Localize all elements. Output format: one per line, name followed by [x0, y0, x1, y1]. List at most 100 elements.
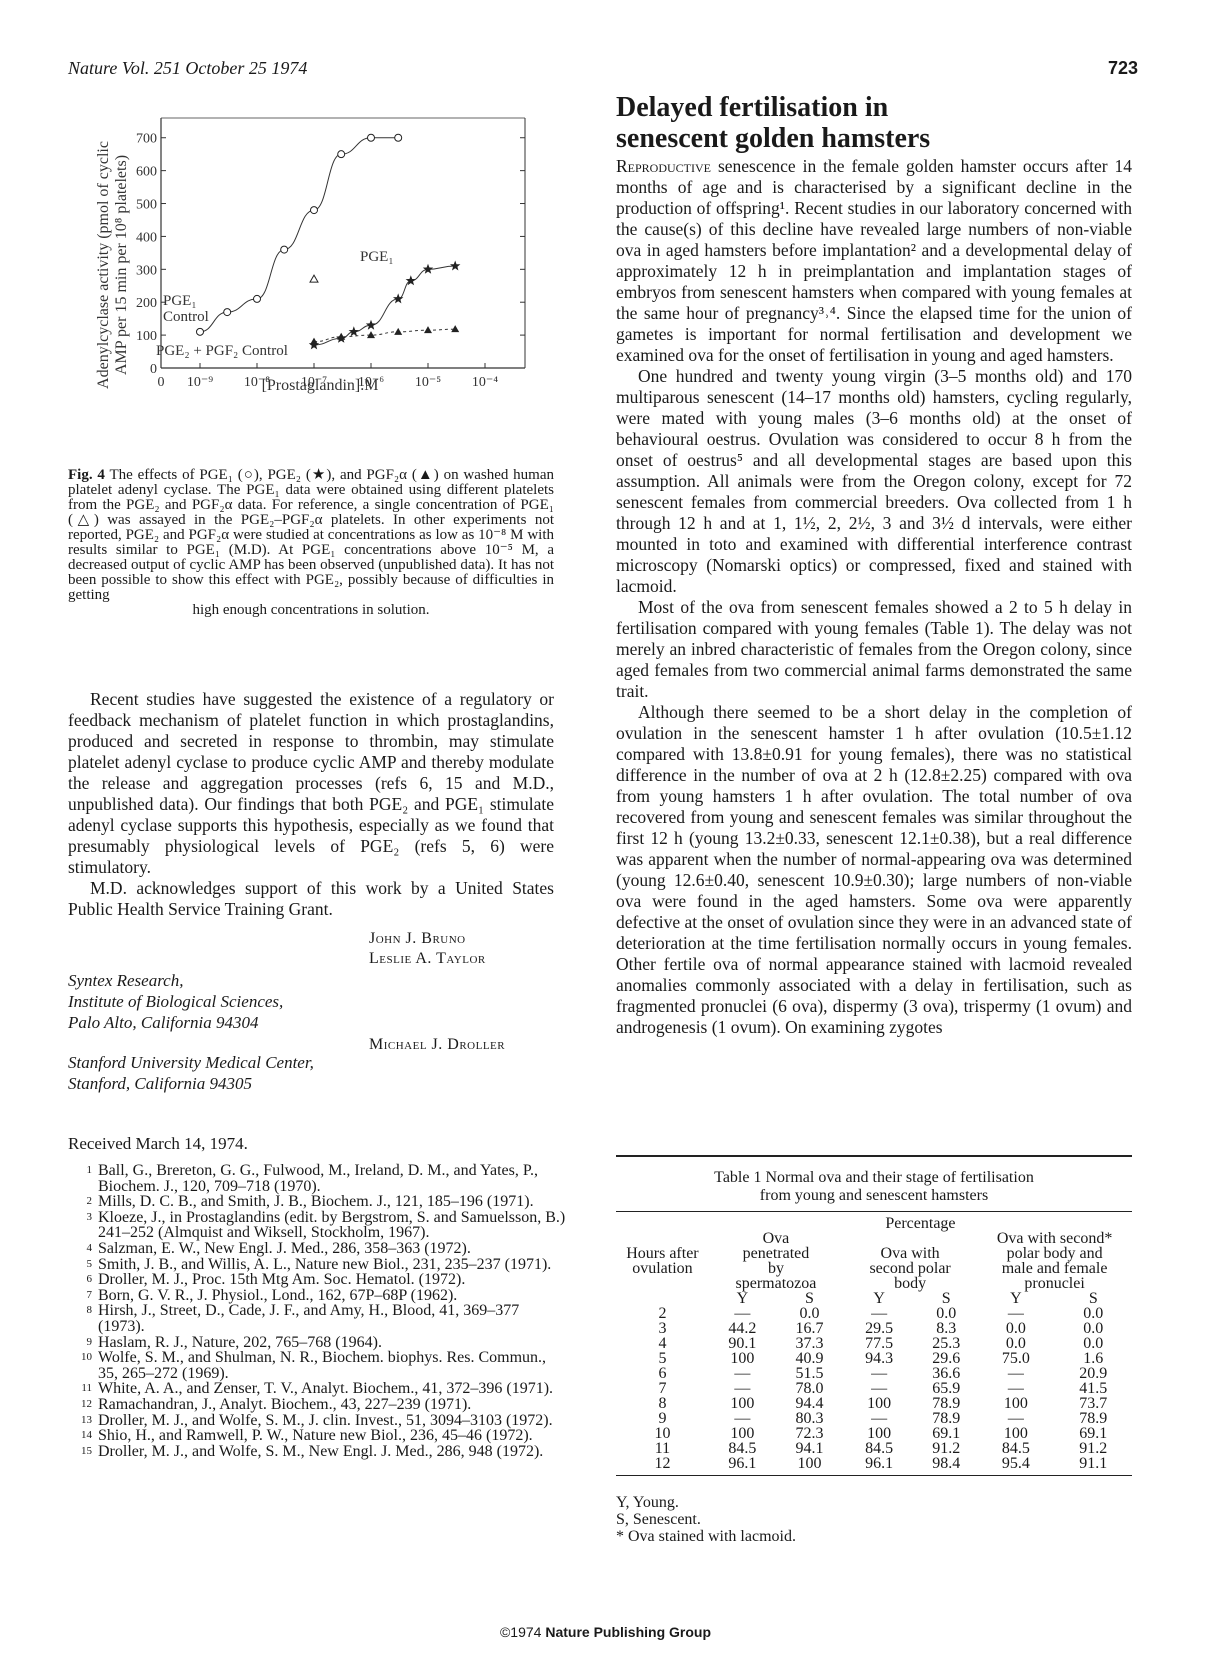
reference-text: Ball, G., Brereton, G. G., Fulwood, M., …	[98, 1162, 538, 1195]
table-cell: 80.3	[795, 1410, 824, 1427]
publisher: Nature Publishing Group	[545, 1624, 712, 1640]
reference-text: Salzman, E. W., New Engl. J. Med., 286, …	[98, 1239, 471, 1257]
annotation-pge1-top: PGE₁	[360, 249, 394, 265]
article-title-line-2: senescent golden hamsters	[616, 123, 931, 154]
reference-number: 11	[81, 1382, 92, 1395]
sub-header: S	[941, 1290, 951, 1307]
col1-h3: spermatozoa	[735, 1275, 817, 1292]
table-title: Table 1 Normal ova and their stage of fe…	[616, 1157, 1132, 1211]
data-point-triangle	[337, 332, 346, 340]
table-cell: 100	[1003, 1425, 1028, 1442]
table-cell-hour: 8	[658, 1395, 667, 1412]
table-cell-hour: 3	[658, 1320, 667, 1337]
figure-label: Fig. 4	[68, 467, 105, 483]
reference-item: 4 Salzman, E. W., New Engl. J. Med., 286,…	[68, 1241, 568, 1257]
table-cell: 0.0	[936, 1305, 957, 1322]
author-2: Leslie A. Taylor	[369, 950, 486, 967]
table-cell: 91.2	[1079, 1440, 1108, 1457]
y-tick-label: 400	[136, 230, 157, 245]
left-paragraph-1: Recent studies have suggested the existe…	[68, 689, 554, 877]
table-cell: 1.6	[1083, 1350, 1104, 1367]
x-tick-label: 10⁻⁵	[415, 375, 441, 390]
percentage-label: Percentage	[885, 1215, 956, 1232]
affiliation-stanford: Stanford University Medical Center, Stan…	[68, 1052, 314, 1094]
table-row: 9 — 80.3 — 78.9 — 78.9	[616, 1410, 1132, 1427]
table-cell: 100	[797, 1455, 822, 1472]
y-tick-label: 0	[150, 362, 157, 377]
table-cell: 29.6	[932, 1350, 961, 1367]
table-note: Y, Young.	[616, 1494, 679, 1511]
reference-text: White, A. A., and Zenser, T. V., Analyt.…	[98, 1380, 554, 1398]
reference-item: 12 Ramachandran, J., Analyt. Biochem., 43…	[68, 1397, 568, 1413]
table-cell: —	[734, 1410, 751, 1427]
series-line	[313, 328, 456, 343]
table-cell-hour: 12	[654, 1455, 671, 1472]
y-tick-label: 600	[136, 165, 157, 180]
reference-text: Smith, J. B., and Willis, A. L., Nature …	[98, 1255, 552, 1273]
table-cell-hour: 5	[658, 1350, 667, 1367]
reference-number: 15	[81, 1444, 92, 1457]
sub-header: S	[1088, 1290, 1098, 1307]
annotation-control: Control	[163, 309, 209, 325]
table-cell: 100	[1003, 1395, 1028, 1412]
figure-4-chart: Adenylcyclase activity (pmol of cyclic A…	[95, 117, 526, 394]
affiliation-line: Stanford University Medical Center,	[68, 1053, 314, 1072]
table-cell: 100	[730, 1350, 755, 1367]
table-cell: 78.9	[932, 1410, 961, 1427]
reference-number: 13	[81, 1413, 92, 1426]
x-tick-label: 10⁻⁶	[358, 375, 384, 390]
table-row: 7 — 78.0 — 65.9 — 41.5	[616, 1380, 1132, 1397]
table-cell-hour: 7	[658, 1380, 667, 1397]
table-cell: 77.5	[865, 1335, 894, 1352]
table-cell: 0.0	[799, 1305, 820, 1322]
table-cell: 0.0	[1083, 1305, 1104, 1322]
table-cell: 8.3	[936, 1320, 957, 1337]
reference-number: 12	[81, 1397, 92, 1410]
reference-number: 9	[86, 1335, 93, 1348]
table-row: 6 — 51.5 — 36.6 — 20.9	[616, 1365, 1132, 1382]
data-point-circle	[253, 294, 261, 303]
table-cell: —	[1007, 1305, 1024, 1322]
sub-header: Y	[736, 1290, 749, 1307]
series-line	[199, 137, 399, 333]
reference-text: Kloeze, J., in Prostaglandins (edit. by …	[98, 1208, 566, 1242]
reference-item: 11 White, A. A., and Zenser, T. V., Analy…	[68, 1381, 568, 1397]
table-row: 11 84.5 94.1 84.5 91.2 84.5 91.2	[616, 1440, 1132, 1457]
table-cell: 25.3	[932, 1335, 961, 1352]
table-cell: 96.1	[728, 1455, 757, 1472]
table-cell: 36.6	[932, 1365, 961, 1382]
table-cell: 84.5	[865, 1440, 894, 1457]
article-paragraph-2: One hundred and twenty young virgin (3–5…	[616, 366, 1132, 596]
received-date: Received March 14, 1974.	[68, 1134, 248, 1153]
table-cell: 0.0	[1083, 1335, 1104, 1352]
table-cell: —	[1007, 1380, 1024, 1397]
data-point-circle	[196, 327, 204, 336]
table-cell: —	[1007, 1365, 1024, 1382]
x-tick-label: 10⁻⁴	[472, 375, 498, 390]
table-cell: 78.9	[1079, 1410, 1108, 1427]
table-cell: 84.5	[728, 1440, 757, 1457]
y-tick-label: 200	[136, 296, 157, 311]
x-tick-label: 10⁻⁸	[244, 375, 270, 390]
table-cell: 100	[730, 1395, 755, 1412]
reference-item: 7 Born, G. V. R., J. Physiol., Lond., 162…	[68, 1287, 568, 1304]
reference-number: 4	[86, 1241, 93, 1254]
data-point-triangle	[310, 337, 318, 345]
data-point-circle	[223, 308, 232, 317]
table-row: 2 — 0.0 — 0.0 — 0.0	[616, 1305, 1132, 1322]
data-point-star	[393, 293, 404, 304]
table-cell-hour: 10	[654, 1425, 671, 1442]
data-point-star	[405, 275, 417, 286]
affiliation-line: Syntex Research,	[68, 971, 184, 990]
table-cell: 100	[867, 1395, 892, 1412]
reference-item: 8 Hirsh, J., Street, D., Cade, J. F., and…	[68, 1303, 568, 1335]
table-row: 5 100 40.9 94.3 29.6 75.0 1.6	[616, 1350, 1132, 1367]
col1-h2: by	[767, 1260, 784, 1277]
table-cell: 91.2	[932, 1440, 961, 1457]
reference-item: 6 Droller, M. J., Proc. 15th Mtg Am. Soc.…	[68, 1272, 568, 1288]
author-1: John J. Bruno	[369, 930, 466, 947]
sub-header: Y	[873, 1290, 885, 1307]
article-title-line-1: Delayed fertilisation in	[616, 92, 889, 123]
reference-number: 1	[86, 1164, 93, 1176]
table-notes: Y, Young. S, Senescent. * Ova stained wi…	[616, 1494, 1132, 1545]
